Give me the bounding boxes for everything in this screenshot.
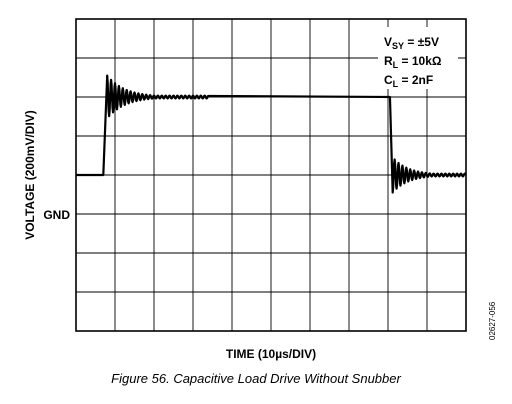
series-line-output	[76, 74, 467, 194]
conditions-annotation: VSY = ±5V RL = 10kΩ CL = 2nF	[378, 27, 458, 89]
y-axis-label: VOLTAGE (200mV/DIV)	[23, 110, 37, 240]
condition-text: VSY = ±5V	[384, 35, 439, 51]
figure-caption: Figure 56. Capacitive Load Drive Without…	[111, 371, 401, 386]
conditions-background	[378, 27, 458, 89]
x-axis-label: TIME (10µs/DIV)	[226, 347, 316, 361]
figure-id: 02627-056	[488, 301, 497, 340]
gnd-label: GND	[43, 208, 70, 222]
condition-text: RL = 10kΩ	[384, 54, 442, 70]
condition-text: CL = 2nF	[384, 73, 433, 89]
